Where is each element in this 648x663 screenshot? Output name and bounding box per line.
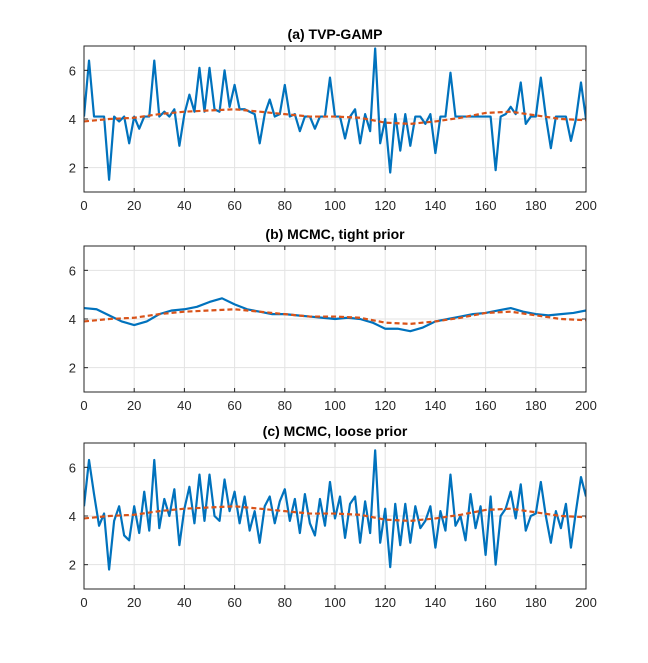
x-tick-label: 140: [425, 398, 447, 413]
series-line-true: [84, 108, 586, 125]
x-tick-label: 100: [324, 595, 346, 610]
x-tick-label: 140: [425, 198, 447, 213]
y-tick-label: 6: [69, 460, 76, 475]
y-tick-label: 4: [69, 112, 76, 127]
x-tick-label: 60: [227, 198, 241, 213]
y-tick-label: 6: [69, 263, 76, 278]
panel-title: (c) MCMC, loose prior: [263, 423, 408, 439]
x-tick-label: 0: [80, 398, 87, 413]
y-tick-label: 4: [69, 312, 76, 327]
y-tick-label: 2: [69, 161, 76, 176]
x-tick-label: 140: [425, 595, 447, 610]
x-tick-label: 200: [575, 398, 597, 413]
x-tick-label: 60: [227, 595, 241, 610]
x-tick-label: 20: [127, 595, 141, 610]
y-tick-label: 2: [69, 558, 76, 573]
x-tick-label: 80: [278, 198, 292, 213]
y-tick-label: 4: [69, 509, 76, 524]
x-tick-label: 20: [127, 398, 141, 413]
x-tick-label: 60: [227, 398, 241, 413]
x-tick-label: 120: [374, 595, 396, 610]
x-tick-label: 160: [475, 198, 497, 213]
x-tick-label: 0: [80, 595, 87, 610]
y-tick-label: 2: [69, 361, 76, 376]
x-tick-label: 20: [127, 198, 141, 213]
x-tick-label: 120: [374, 398, 396, 413]
x-tick-label: 180: [525, 595, 547, 610]
x-tick-label: 180: [525, 198, 547, 213]
x-tick-label: 160: [475, 595, 497, 610]
x-tick-label: 40: [177, 198, 191, 213]
panel-3: 0 20 40 60 80 100 120 140 160 180 200 2 4 6 (c) MCMC, …: [69, 423, 597, 610]
panel-2: 0 20 40 60 80 100 120 140 160 180 200 2 4 6 (b) MCMC, …: [69, 226, 597, 413]
x-tick-label: 200: [575, 595, 597, 610]
x-tick-label: 200: [575, 198, 597, 213]
panel-1: 0 20 40 60 80 100 120 140 160 180 200 2 4 6 (a) TVP-GA…: [69, 26, 597, 213]
x-tick-label: 80: [278, 398, 292, 413]
x-tick-label: 120: [374, 198, 396, 213]
y-tick-label: 6: [69, 63, 76, 78]
x-tick-label: 0: [80, 198, 87, 213]
x-tick-label: 160: [475, 398, 497, 413]
series-line-true: [84, 308, 586, 325]
x-tick-label: 80: [278, 595, 292, 610]
x-tick-label: 40: [177, 595, 191, 610]
x-tick-label: 40: [177, 398, 191, 413]
panel-title: (a) TVP-GAMP: [288, 26, 383, 42]
series-line-true: [84, 505, 586, 522]
panel-title: (b) MCMC, tight prior: [265, 226, 405, 242]
x-tick-label: 100: [324, 398, 346, 413]
series-line-estimate: [84, 297, 586, 333]
x-tick-label: 180: [525, 398, 547, 413]
x-tick-label: 100: [324, 198, 346, 213]
